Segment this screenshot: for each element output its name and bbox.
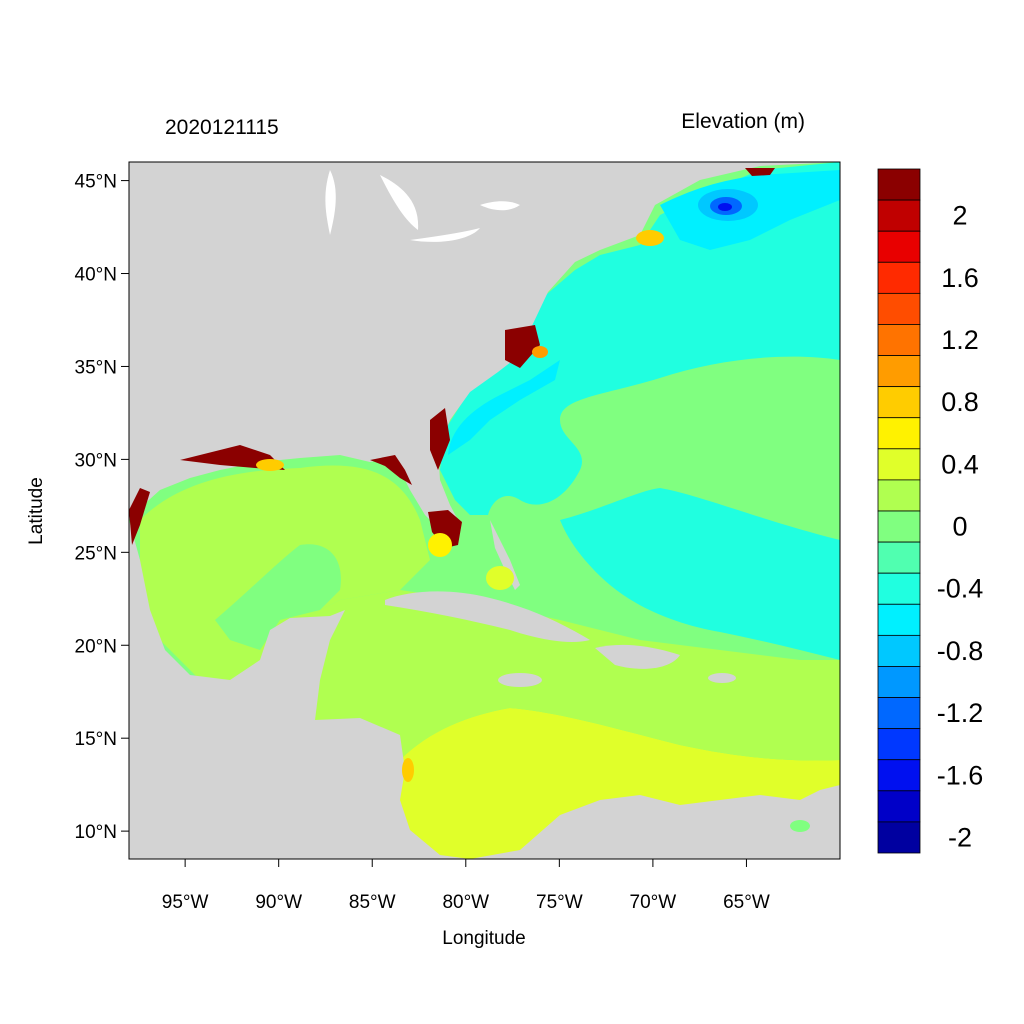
high-spot-pamlico (532, 346, 548, 358)
low-spot-trinidad (790, 820, 810, 832)
colorbar-swatch (877, 386, 921, 419)
high-spot-long-island (636, 230, 664, 246)
colorbar-label: 0.4 (941, 449, 979, 479)
colorbar-swatch (877, 728, 921, 761)
colorbar-label: -1.2 (937, 698, 984, 728)
low-core (718, 203, 732, 211)
high-spot-bahamas-bank (486, 566, 514, 590)
y-axis: 45°N 40°N 35°N 30°N 25°N 20°N 15°N 10°N (75, 172, 129, 843)
high-spot-mississippi (256, 459, 284, 471)
land-north-america (129, 162, 840, 540)
shelf-low-region (448, 360, 560, 455)
land-puerto-rico (708, 673, 736, 683)
lake-michigan (325, 170, 336, 235)
y-tick-label: 30°N (75, 450, 117, 471)
y-tick-label: 15°N (75, 729, 117, 750)
y-axis-label: Latitude (26, 477, 47, 545)
colorbar-label: 0.8 (941, 387, 979, 417)
x-axis-label: Longitude (442, 928, 525, 949)
colorbar-swatch (877, 759, 921, 792)
x-tick-label: 70°W (630, 892, 677, 913)
colorbar-swatch (877, 199, 921, 232)
gulf-inner-zero (215, 544, 341, 650)
colorbar-swatch (877, 666, 921, 698)
atlantic-low-south (560, 488, 840, 660)
y-tick-label: 45°N (75, 172, 117, 193)
surge-carolinas (505, 325, 540, 368)
colorbar-swatch (877, 634, 921, 667)
y-tick-label: 20°N (75, 636, 117, 657)
variable-title: Elevation (m) (681, 110, 805, 133)
surge-texas (129, 488, 150, 545)
x-tick-label: 65°W (723, 892, 770, 913)
colorbar-swatch (877, 448, 921, 481)
colorbar-swatch (877, 479, 921, 512)
colorbar-swatch (877, 168, 921, 201)
surge-southwest-florida (428, 510, 462, 548)
land-mexico-central-america (129, 520, 470, 859)
colorbar-swatch (877, 821, 921, 854)
x-axis: 95°W 90°W 85°W 80°W 75°W 70°W 65°W (162, 859, 770, 913)
colorbar-swatch (877, 230, 921, 263)
colorbar-swatch (877, 261, 921, 294)
colorbar-swatch (877, 324, 921, 356)
colorbar-label: -2 (948, 822, 972, 852)
colorbar-label: -0.8 (937, 636, 984, 666)
colorbar-swatch (877, 790, 921, 823)
map-panel (128, 161, 841, 860)
caribbean-lime-region (300, 590, 840, 761)
colorbar-label: 2 (952, 201, 967, 231)
x-tick-label: 75°W (536, 892, 583, 913)
y-tick-label: 10°N (75, 822, 117, 843)
high-spot-nicaragua (402, 758, 414, 782)
colorbar-swatch (877, 697, 921, 730)
atlantic-low-region (440, 162, 840, 515)
land-hispaniola (595, 644, 680, 669)
land-cuba (385, 591, 590, 642)
map-frame (128, 161, 841, 860)
colorbar-label: 0 (952, 512, 967, 542)
colorbar-label: -1.6 (937, 760, 984, 790)
colorbar-swatch (877, 292, 921, 325)
surge-new-england (745, 168, 775, 176)
x-tick-label: 95°W (162, 892, 209, 913)
colorbar (877, 168, 921, 854)
y-tick-label: 35°N (75, 357, 117, 378)
land-jamaica (498, 673, 542, 687)
lake-huron (380, 175, 419, 230)
colorbar-swatch (877, 417, 921, 450)
colorbar-label: 1.6 (941, 263, 979, 293)
colorbar-labels: 2 1.6 1.2 0.8 0.4 0 -0.4 -0.8 -1.2 -1.6 -2 (937, 201, 984, 853)
colorbar-label: -0.4 (937, 574, 984, 604)
colorbar-swatch (877, 541, 921, 574)
land-south-america (470, 785, 840, 859)
colorbar-swatch (877, 355, 921, 388)
high-spot-keys (428, 533, 452, 557)
lake-erie (410, 228, 480, 242)
colorbar-swatch (877, 603, 921, 636)
x-tick-label: 85°W (349, 892, 396, 913)
land-bahamas (490, 520, 520, 590)
x-tick-label: 80°W (442, 892, 489, 913)
surge-georgia (430, 408, 450, 470)
x-tick-label: 90°W (255, 892, 302, 913)
colorbar-swatch (877, 510, 921, 543)
surge-florida-bend (370, 455, 412, 485)
lake-ontario (480, 201, 520, 211)
timestamp-title: 2020121115 (165, 116, 279, 139)
y-tick-label: 40°N (75, 265, 117, 286)
colorbar-swatch (877, 572, 921, 605)
colorbar-label: 1.2 (941, 325, 979, 355)
y-tick-label: 25°N (75, 543, 117, 564)
